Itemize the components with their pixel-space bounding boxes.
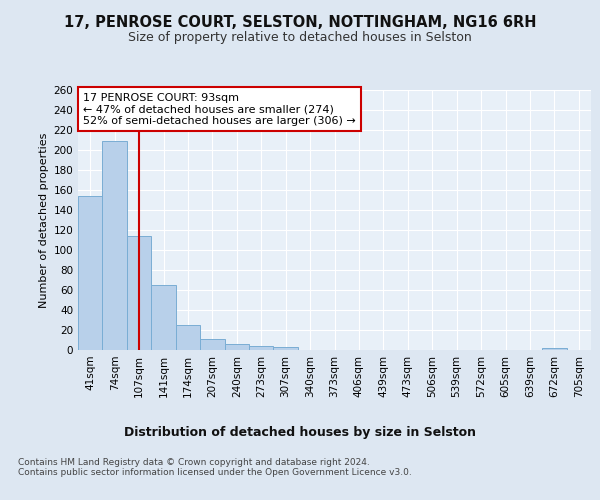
Text: Contains HM Land Registry data © Crown copyright and database right 2024.
Contai: Contains HM Land Registry data © Crown c…: [18, 458, 412, 477]
Bar: [542, 348, 566, 350]
Text: Distribution of detached houses by size in Selston: Distribution of detached houses by size …: [124, 426, 476, 439]
Bar: [103, 141, 127, 350]
Bar: [224, 344, 249, 350]
Bar: [249, 346, 274, 350]
Y-axis label: Number of detached properties: Number of detached properties: [39, 132, 49, 308]
Bar: [274, 347, 298, 350]
Bar: [151, 285, 176, 350]
Bar: [176, 325, 200, 350]
Text: 17 PENROSE COURT: 93sqm
← 47% of detached houses are smaller (274)
52% of semi-d: 17 PENROSE COURT: 93sqm ← 47% of detache…: [83, 92, 356, 126]
Text: Size of property relative to detached houses in Selston: Size of property relative to detached ho…: [128, 31, 472, 44]
Text: 17, PENROSE COURT, SELSTON, NOTTINGHAM, NG16 6RH: 17, PENROSE COURT, SELSTON, NOTTINGHAM, …: [64, 15, 536, 30]
Bar: [200, 339, 224, 350]
Bar: [78, 196, 103, 350]
Bar: [127, 236, 151, 350]
